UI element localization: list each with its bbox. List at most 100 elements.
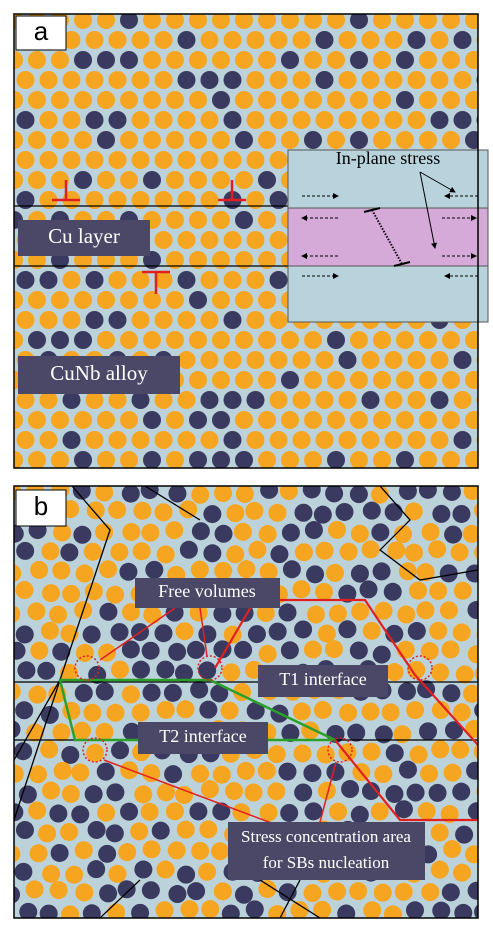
atom: [386, 744, 404, 762]
atom: [164, 684, 182, 702]
atom: [444, 764, 462, 782]
atom: [155, 431, 173, 449]
atom: [213, 766, 231, 784]
atom: [17, 311, 35, 329]
atom: [83, 704, 101, 722]
atom: [362, 743, 380, 761]
atom: [49, 805, 67, 823]
atom: [382, 703, 400, 721]
atom: [454, 111, 472, 129]
atom: [454, 31, 472, 49]
atom: [97, 804, 115, 822]
atom: [474, 543, 492, 561]
atom: [212, 411, 230, 429]
atom: [281, 451, 299, 469]
atom: [408, 391, 426, 409]
atom: [258, 291, 276, 309]
atom: [74, 131, 92, 149]
atom: [74, 331, 92, 349]
atom: [419, 481, 437, 499]
atom: [120, 803, 138, 821]
atom: [307, 606, 325, 624]
atom: [235, 51, 253, 69]
atom: [373, 646, 391, 664]
atom: [258, 371, 276, 389]
atom: [106, 704, 124, 722]
atom: [132, 661, 150, 679]
atom: [191, 561, 209, 579]
atom: [222, 663, 240, 681]
atom: [166, 802, 184, 820]
atom: [224, 231, 242, 249]
atom: [28, 411, 46, 429]
atom: [175, 786, 193, 804]
atom: [3, 683, 21, 701]
atom: [258, 51, 276, 69]
atom: [281, 331, 299, 349]
atom: [362, 703, 380, 721]
atom: [442, 684, 460, 702]
atom: [293, 71, 311, 89]
atom: [83, 904, 101, 922]
atom: [293, 391, 311, 409]
atom: [106, 586, 124, 604]
atom: [337, 905, 355, 923]
atom: [134, 785, 152, 803]
atom: [224, 31, 242, 49]
atom: [201, 351, 219, 369]
atom: [373, 411, 391, 429]
atom: [224, 431, 242, 449]
atom: [187, 882, 205, 900]
atom: [431, 351, 449, 369]
atom: [399, 761, 417, 779]
atom: [99, 884, 117, 902]
atom: [270, 31, 288, 49]
atom: [214, 882, 232, 900]
atom: [86, 71, 104, 89]
atom: [118, 843, 136, 861]
atom: [166, 331, 184, 349]
atom: [371, 486, 389, 504]
t1-label: T1 interface: [279, 669, 366, 689]
atom: [51, 131, 69, 149]
atom: [454, 71, 472, 89]
atom: [267, 782, 285, 800]
atom: [97, 51, 115, 69]
atom: [73, 722, 91, 740]
atom: [316, 351, 334, 369]
atom: [327, 411, 345, 429]
atom: [442, 451, 460, 469]
atom: [386, 663, 404, 681]
atom: [429, 784, 447, 802]
atom: [37, 662, 55, 680]
atom: [237, 762, 255, 780]
atom: [74, 91, 92, 109]
atom: [247, 71, 265, 89]
free-volumes-label: Free volumes: [158, 581, 255, 601]
atom: [442, 51, 460, 69]
atom: [270, 111, 288, 129]
atom: [293, 31, 311, 49]
atom: [420, 765, 438, 783]
atom: [211, 842, 229, 860]
atom: [178, 311, 196, 329]
atom: [477, 351, 493, 369]
atom: [187, 641, 205, 659]
atom: [316, 111, 334, 129]
atom: [51, 331, 69, 349]
atom: [132, 271, 150, 289]
atom: [396, 131, 414, 149]
atom: [97, 411, 115, 429]
atom: [329, 803, 347, 821]
atom: [178, 391, 196, 409]
atom: [141, 803, 159, 821]
atom: [130, 822, 148, 840]
atom: [351, 525, 369, 543]
atom: [456, 665, 474, 683]
atom: [235, 211, 253, 229]
atom: [350, 411, 368, 429]
atom: [468, 802, 486, 820]
atom: [166, 131, 184, 149]
atom: [408, 31, 426, 49]
atom: [164, 765, 182, 783]
